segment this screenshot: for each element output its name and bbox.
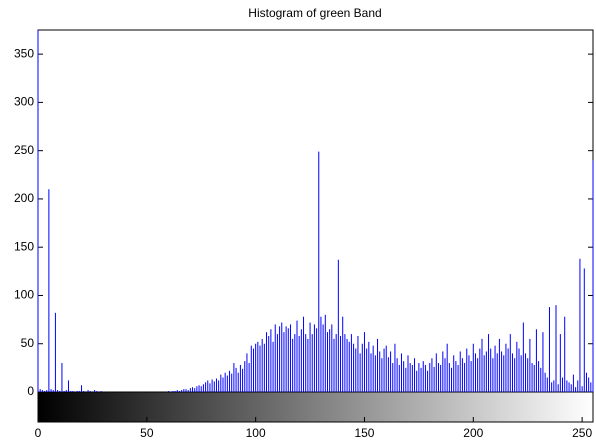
y-tick-label: 50 [21, 336, 35, 350]
y-tick-label: 100 [14, 288, 34, 302]
x-tick-label: 200 [463, 426, 483, 440]
grayscale-bar [37, 391, 594, 423]
x-tick-label: 50 [140, 426, 154, 440]
y-tick-label: 0 [27, 384, 34, 398]
x-tick-label: 250 [572, 426, 592, 440]
y-tick-label: 300 [14, 95, 34, 109]
chart-title: Histogram of green Band [248, 6, 381, 20]
y-tick-label: 200 [14, 191, 34, 205]
plot-area [37, 29, 594, 393]
x-tick-label: 150 [354, 426, 374, 440]
y-tick-label: 350 [14, 46, 34, 60]
y-tick-label: 150 [14, 239, 34, 253]
y-tick-label: 250 [14, 143, 34, 157]
x-tick-label: 0 [35, 426, 42, 440]
x-tick-label: 100 [246, 426, 266, 440]
